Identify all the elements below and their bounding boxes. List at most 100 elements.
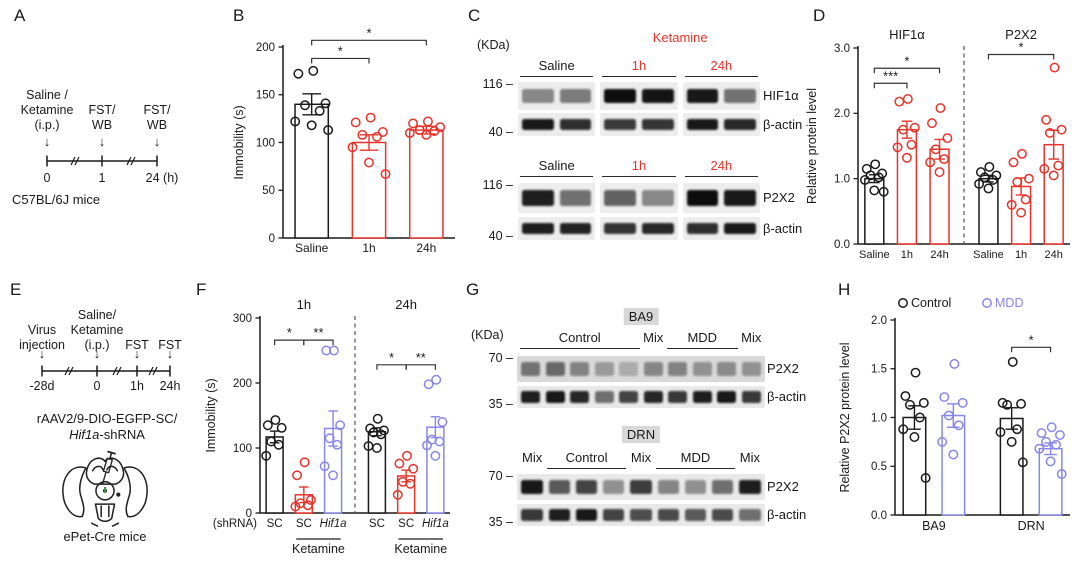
- data-point: [974, 178, 985, 189]
- data-point: [262, 420, 273, 431]
- legend-marker: [982, 298, 992, 308]
- sig-label: *: [904, 53, 909, 68]
- panel-label-h: H: [838, 280, 851, 299]
- molecular-weight-marker: 116 –: [482, 77, 513, 91]
- protein-band: [684, 480, 707, 494]
- lane-group-label: Saline: [538, 58, 575, 73]
- data-point: [1023, 173, 1034, 184]
- panel-e-timeline: Virus injection Saline/ Ketamine (i.p.) …: [10, 295, 225, 565]
- kda-unit-label: (KDa): [471, 328, 504, 342]
- y-tick-label: 100: [233, 443, 252, 455]
- lane-group-underline: [684, 76, 758, 77]
- panel-g-blots: (KDa) BA9 Control Mix MDD Mix 70 – P2X2 35 – β-ac…: [455, 282, 835, 570]
- data-point: [335, 420, 346, 431]
- sig-label: *: [1019, 40, 1024, 55]
- data-point: [332, 439, 343, 450]
- data-point: [925, 157, 936, 168]
- panel-c-blots: (KDa) Ketamine Saline 1h 24h 116 – HIF1α 40 – β-…: [455, 10, 802, 260]
- protein-band: [545, 362, 565, 376]
- molecular-weight-marker: 116 –: [482, 178, 513, 192]
- x-tick-label: Hif1a: [422, 518, 449, 530]
- y-tick-label: 0: [246, 508, 252, 520]
- lane-group-label: Control: [565, 450, 608, 465]
- mouse-line-caption: ePet-Cre mice: [63, 529, 147, 544]
- under-label: Ketamine: [292, 542, 345, 556]
- protein-band: [692, 391, 712, 403]
- lane-group-underline: [656, 468, 735, 469]
- y-tick-label: 1.0: [834, 173, 850, 185]
- panel-label-c: C: [468, 6, 481, 25]
- panel-label-f: F: [196, 280, 207, 299]
- protein-band: [545, 391, 565, 403]
- protein-band: [548, 480, 570, 494]
- data-point: [372, 413, 383, 424]
- data-point: [405, 478, 416, 489]
- protein-band: [692, 362, 712, 376]
- lane-group-label: 24h: [710, 158, 733, 173]
- lane-group-label: Saline: [538, 158, 575, 173]
- protein-band: [522, 222, 554, 235]
- data-point: [261, 450, 272, 461]
- lane-group-underline: [602, 176, 676, 177]
- data-point: [422, 116, 433, 127]
- data-point: [935, 103, 946, 114]
- data-point: [953, 420, 964, 431]
- axis-break-hash: [70, 156, 136, 166]
- molecular-weight-marker: 35 –: [488, 515, 513, 529]
- blot-protein-label: HIF1α: [763, 88, 799, 103]
- data-point: [402, 450, 412, 461]
- x-tick-label: SC: [267, 518, 283, 530]
- data-point: [892, 142, 903, 153]
- sig-bracket: [311, 39, 427, 46]
- data-point: [290, 116, 301, 127]
- blot-protein-label: β-actin: [767, 389, 807, 404]
- sig-bracket: [1011, 346, 1052, 353]
- protein-band: [570, 391, 590, 403]
- down-arrow-icon: ↓: [43, 134, 51, 149]
- y-tick-label: 2.0: [871, 315, 887, 327]
- protein-band: [522, 190, 554, 206]
- data-point: [421, 129, 432, 140]
- y-tick-label: 200: [233, 378, 252, 390]
- molecular-weight-marker: 40 –: [488, 125, 513, 139]
- group-title: 24h: [395, 297, 417, 312]
- data-point: [1044, 127, 1055, 138]
- sig-bracket: [873, 82, 908, 89]
- sig-label: *: [338, 43, 343, 58]
- x-tick-label: 1h: [1015, 249, 1027, 261]
- data-point: [894, 96, 905, 107]
- y-tick-label: 0: [269, 233, 275, 245]
- protein-band: [741, 362, 761, 376]
- data-point: [1017, 148, 1027, 159]
- x-tick-label: SC: [398, 518, 414, 530]
- protein-band: [642, 222, 674, 235]
- protein-band: [604, 190, 636, 206]
- data-point: [869, 185, 880, 196]
- data-point: [365, 112, 376, 123]
- data-point: [305, 495, 316, 505]
- lane-group-underline: [520, 76, 594, 77]
- data-point: [324, 433, 335, 444]
- panel-label-g: G: [466, 280, 480, 299]
- D-bar-1: [896, 128, 918, 245]
- protein-band: [570, 362, 590, 376]
- protein-band: [724, 190, 756, 206]
- data-point: [1049, 62, 1060, 73]
- sig-label: **: [313, 325, 323, 340]
- data-point: [1002, 399, 1013, 410]
- protein-band: [668, 391, 688, 403]
- protein-band: [657, 509, 679, 521]
- protein-band: [643, 362, 663, 376]
- sig-bracket: [405, 364, 436, 370]
- y-tick-label: 100: [256, 137, 275, 149]
- molecular-weight-marker: 70 –: [488, 351, 513, 365]
- timeline-tick: 0: [43, 171, 51, 185]
- data-point: [434, 436, 445, 447]
- data-point: [300, 100, 310, 111]
- timeline-event-label: Saline / Ketamine (i.p.): [20, 88, 74, 132]
- data-point: [1056, 469, 1067, 480]
- timeline-tick: 0: [93, 379, 101, 393]
- x-tick-label: SC: [296, 518, 312, 530]
- F-y-axis-title: Immobility (s): [204, 378, 218, 452]
